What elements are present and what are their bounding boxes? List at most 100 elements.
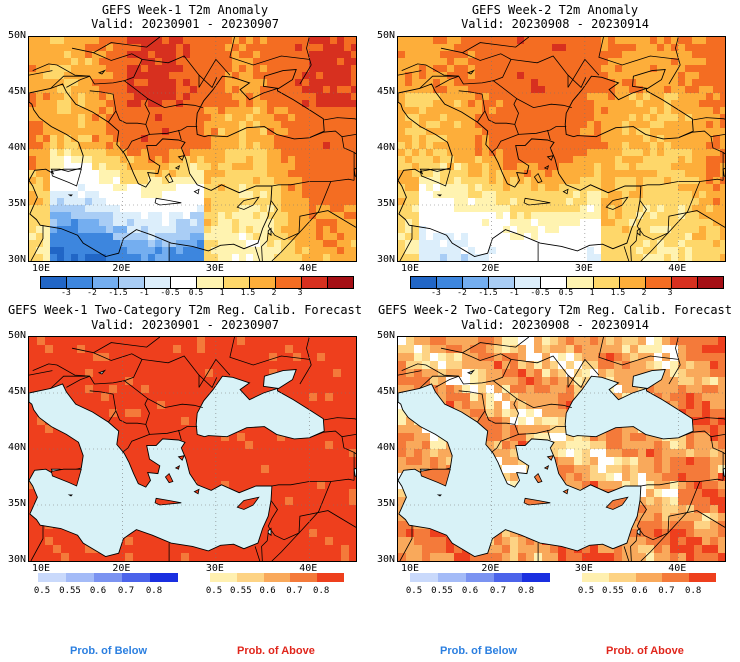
colorbar-swatch [38, 573, 66, 582]
lat-tick-label: 45N [7, 386, 26, 397]
country-border [398, 70, 422, 76]
lat-tick-label: 35N [376, 498, 395, 509]
island [523, 197, 551, 206]
country-border [149, 126, 198, 135]
lat-tick-label: 50N [376, 330, 395, 341]
island [523, 497, 551, 506]
lat-tick-label: 40N [376, 142, 395, 153]
country-border [636, 181, 701, 241]
colorbar-label: 0.5 [558, 288, 574, 297]
colorbar-swatch [327, 277, 353, 288]
country-border [640, 532, 669, 561]
colorbar-swatch [541, 277, 568, 288]
island [174, 464, 181, 470]
colorbar-swatch [94, 573, 122, 582]
probability-map [397, 336, 726, 562]
lon-tick-label: 40E [299, 263, 318, 274]
country-border [598, 37, 679, 66]
country-border [29, 370, 53, 376]
panel-title: GEFS Week-2 T2m Anomaly [471, 3, 639, 17]
colorbar-swatch [582, 573, 609, 582]
country-border [254, 546, 261, 561]
coastline [564, 75, 694, 140]
colorbar-swatch [263, 573, 291, 582]
colorbar-swatch [66, 573, 94, 582]
prob-below-label: Prob. of Below [440, 645, 517, 657]
country-border [693, 117, 725, 121]
island [419, 168, 451, 187]
panel-subtitle: Valid: 20230908 - 20230914 [461, 318, 649, 332]
colorbar-swatch [223, 277, 250, 288]
lon-tick-label: 10E [400, 563, 420, 574]
panel-week2-anomaly: GEFS Week-2 T2m Anomaly Valid: 20230908 … [370, 0, 740, 297]
colorbar-swatch [122, 573, 150, 582]
country-border [623, 246, 630, 261]
map-canvas [398, 37, 725, 261]
island [543, 164, 550, 170]
country-border [668, 37, 681, 85]
panel-subtitle: Valid: 20230901 - 20230907 [91, 17, 279, 31]
country-border [261, 232, 269, 261]
country-border [89, 390, 114, 395]
country-border [458, 390, 483, 395]
prob-below-label: Prob. of Below [70, 645, 147, 657]
colorbar-label: -2 [87, 288, 97, 297]
country-border [710, 136, 724, 181]
country-border [261, 532, 269, 561]
lon-tick-label: 30E [574, 263, 593, 274]
lat-tick-label: 45N [376, 86, 395, 97]
country-border [254, 246, 261, 261]
country-border [440, 37, 530, 54]
colorbar-swatch [41, 277, 68, 288]
country-border [89, 90, 114, 95]
anomaly-map [397, 36, 726, 262]
colorbar-swatch [411, 277, 438, 288]
country-border [667, 510, 725, 534]
colorbar-label: 1.5 [240, 288, 256, 297]
island [419, 468, 451, 487]
colorbar-label: 1 [219, 288, 225, 297]
lat-tick-label: 50N [7, 30, 26, 41]
colorbar-label: 0.55 [59, 586, 81, 596]
colorbar-label: -0.5 [530, 288, 550, 297]
colorbar-swatch [645, 277, 672, 288]
island [154, 197, 182, 206]
country-border [267, 481, 332, 541]
coastline [466, 69, 476, 75]
colorbar-swatch [567, 277, 594, 288]
colorbar-label: 0.7 [489, 586, 507, 596]
colorbar-label: 3 [667, 288, 673, 297]
island [164, 472, 174, 484]
colorbar-swatch [466, 573, 494, 582]
panel-title: GEFS Week-1 T2m Anomaly [101, 3, 269, 17]
colorbar-swatch [689, 573, 716, 582]
above-colorbar [210, 573, 344, 582]
coastline [29, 83, 273, 257]
colorbar-swatch [150, 573, 178, 582]
colorbar-label: 0.7 [658, 586, 675, 596]
country-border [458, 90, 483, 95]
map-canvas [398, 337, 725, 561]
island [177, 155, 185, 161]
country-border [399, 225, 413, 261]
country-border [178, 429, 182, 441]
country-border [401, 363, 459, 377]
country-border [30, 525, 44, 561]
country-border [710, 436, 724, 481]
country-border [630, 532, 638, 561]
country-border [567, 58, 600, 88]
colorbar-label: 0.5 [33, 586, 51, 596]
colorbar-swatch [608, 573, 636, 582]
island [533, 472, 543, 484]
coastline [97, 369, 107, 375]
country-border [401, 63, 459, 77]
island [174, 164, 181, 170]
country-border [341, 136, 355, 181]
country-border [341, 436, 355, 481]
colorbar-swatch [662, 573, 690, 582]
panel-title: GEFS Week-2 Two-Category T2m Reg. Calib.… [377, 303, 732, 317]
lon-tick-label: 20E [112, 263, 131, 274]
coastline [267, 227, 272, 237]
colorbar-label: 0.8 [517, 586, 535, 596]
coastline [353, 467, 356, 477]
